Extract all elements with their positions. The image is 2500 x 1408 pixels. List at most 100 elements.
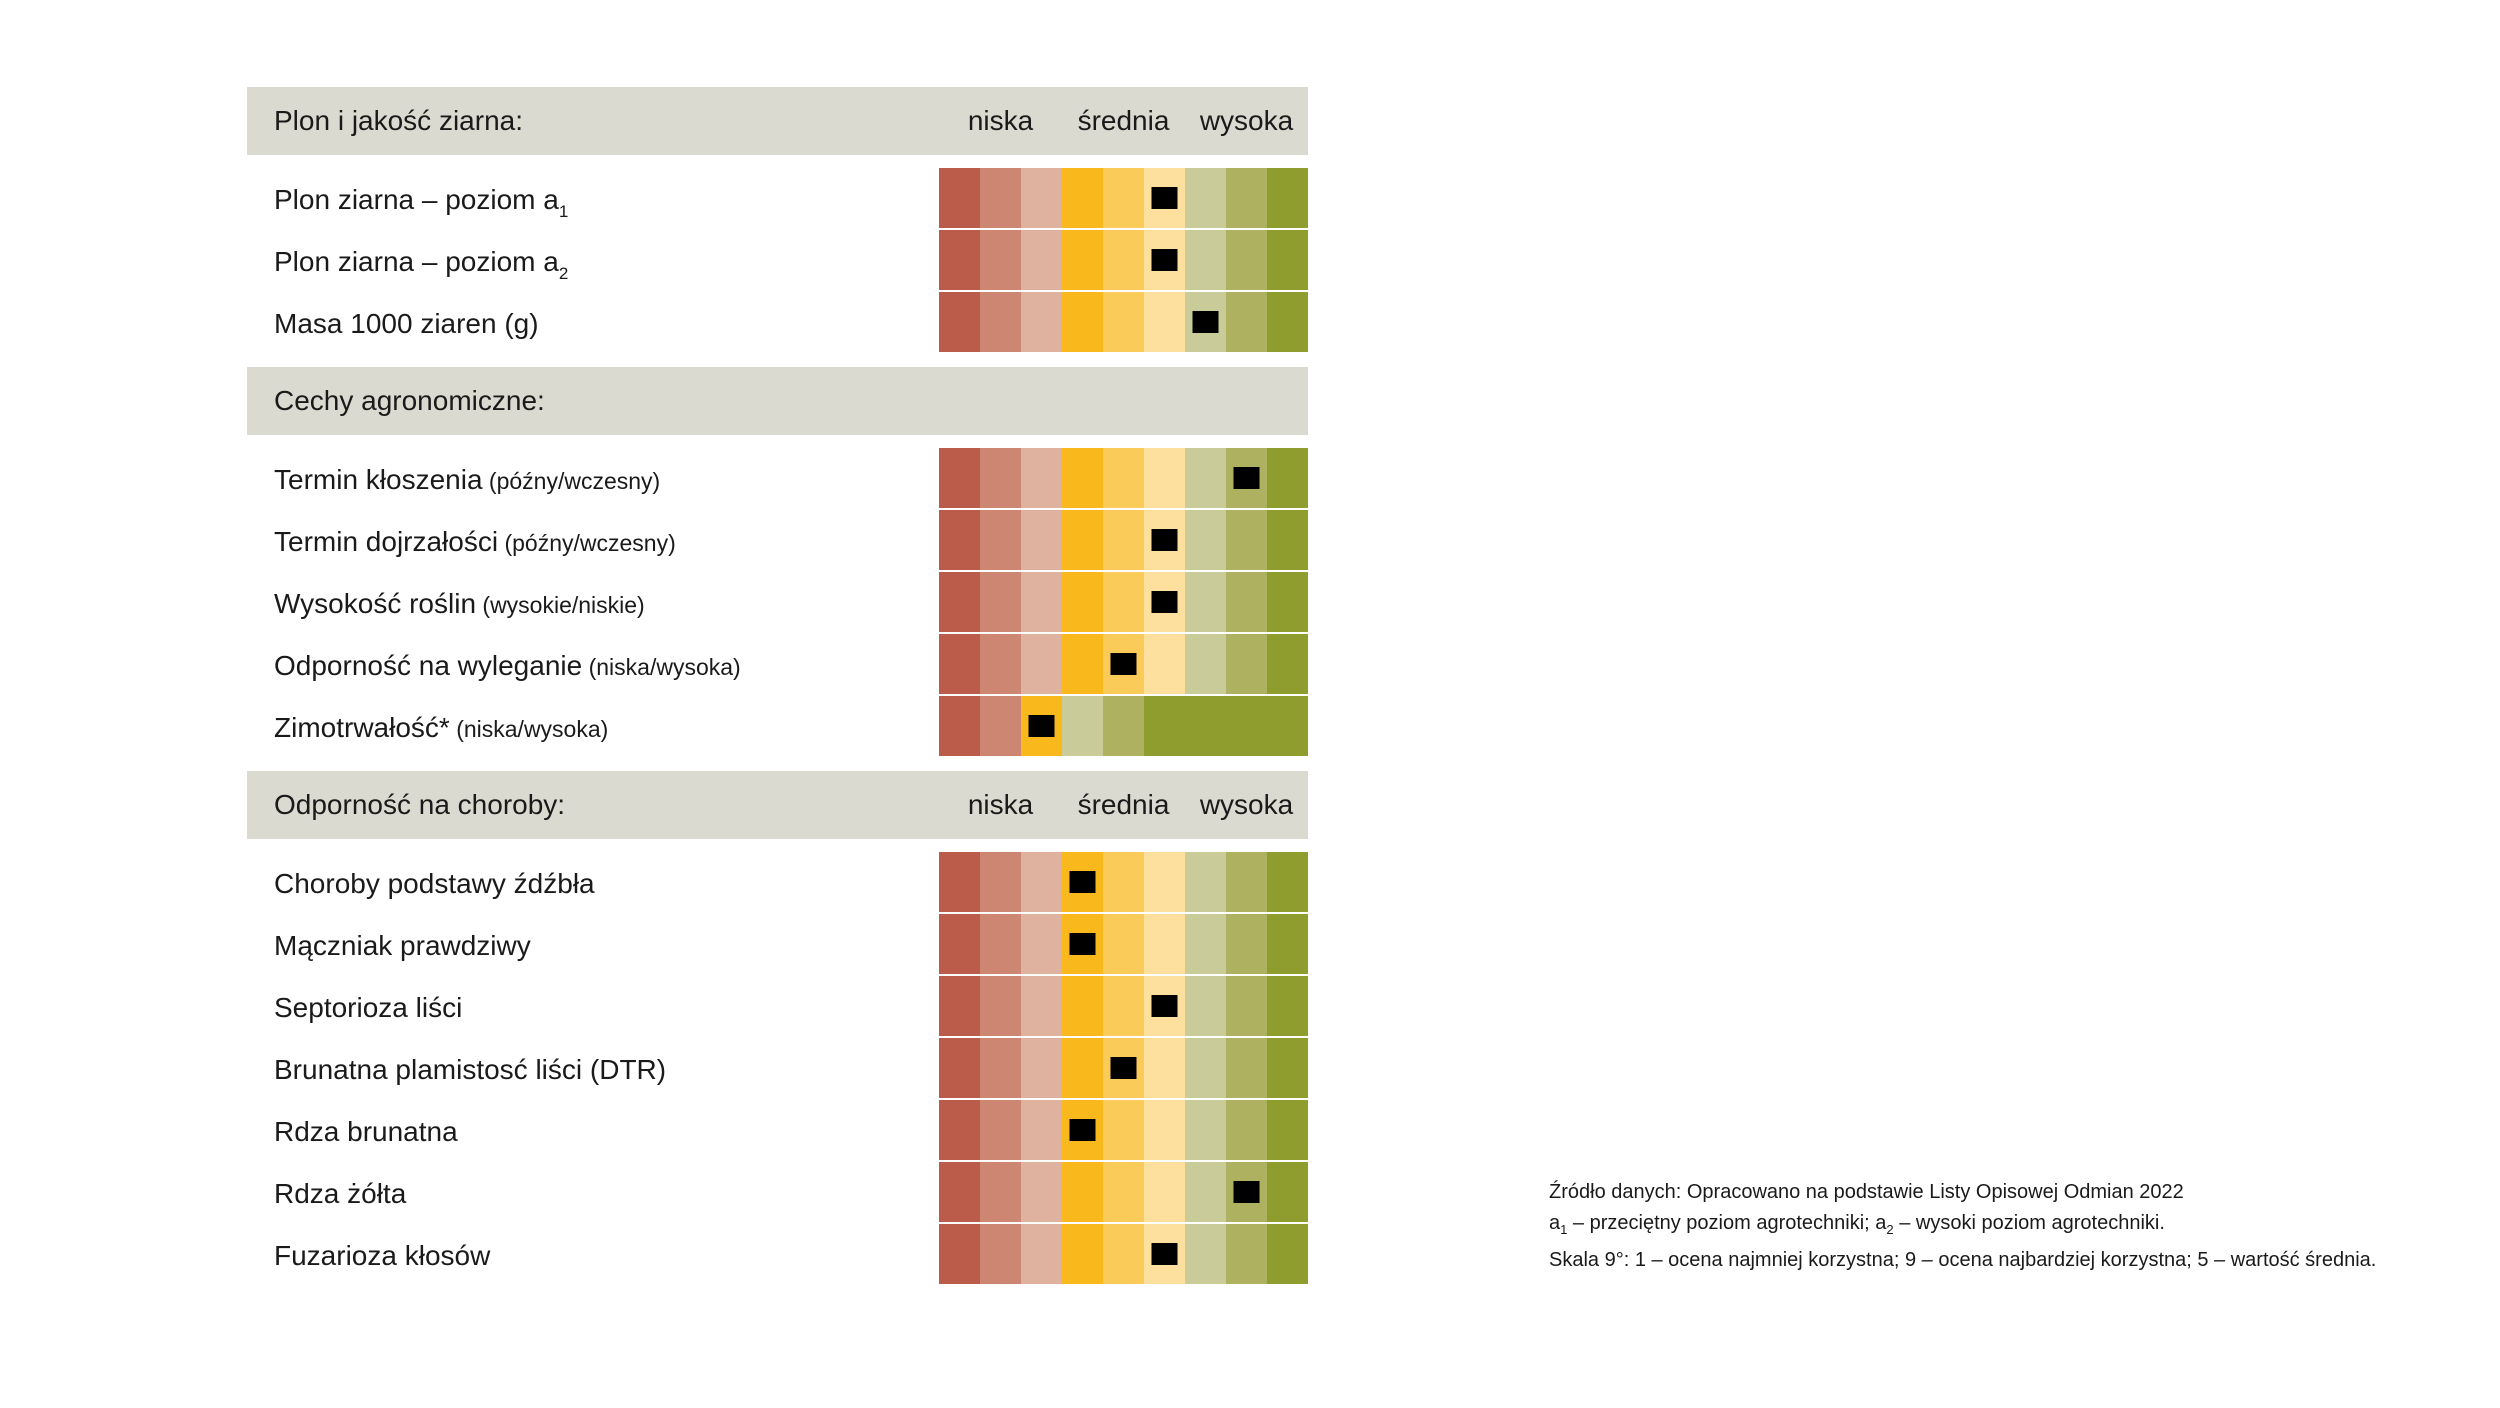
scale-cell bbox=[1144, 292, 1185, 352]
section-header-bg bbox=[247, 87, 1308, 155]
scale-label-mid: średnia bbox=[1078, 105, 1170, 136]
scale-label-high: wysoka bbox=[1199, 105, 1294, 136]
scale-cell bbox=[980, 852, 1021, 912]
row-label: Brunatna plamistosć liści (DTR) bbox=[274, 1054, 666, 1085]
scale-cell bbox=[1103, 1100, 1144, 1160]
value-marker bbox=[1151, 249, 1178, 271]
scale-cell bbox=[939, 1100, 980, 1160]
scale-cell bbox=[1226, 852, 1267, 912]
scale-cell bbox=[1062, 448, 1103, 508]
row-label: Plon ziarna – poziom a1 bbox=[274, 184, 568, 221]
scale-cell bbox=[1062, 168, 1103, 228]
footnote-agrotechnics: a1 – przeciętny poziom agrotechniki; a2 … bbox=[1549, 1212, 2165, 1237]
scale-cell bbox=[1144, 1038, 1185, 1098]
scale-cell bbox=[1062, 1038, 1103, 1098]
scale-cell bbox=[1226, 634, 1267, 694]
scale-cell bbox=[1267, 696, 1308, 756]
scale-cell bbox=[939, 914, 980, 974]
scale-cell bbox=[1021, 1038, 1062, 1098]
scale-cell bbox=[1185, 1100, 1226, 1160]
scale-cell bbox=[1267, 976, 1308, 1036]
scale-cell bbox=[1103, 696, 1144, 756]
row-label: Masa 1000 ziaren (g) bbox=[274, 308, 539, 339]
scale-cell bbox=[1144, 696, 1185, 756]
scale-cell bbox=[939, 696, 980, 756]
scale-cell bbox=[1103, 448, 1144, 508]
scale-cell bbox=[1021, 572, 1062, 632]
scale-cell bbox=[939, 1162, 980, 1222]
scale-cell bbox=[1185, 1224, 1226, 1284]
scale-cell bbox=[939, 1224, 980, 1284]
scale-cell bbox=[1103, 852, 1144, 912]
scale-cell bbox=[1267, 914, 1308, 974]
scale-cell bbox=[1185, 572, 1226, 632]
footnote-source: Źródło danych: Opracowano na podstawie L… bbox=[1549, 1181, 2184, 1203]
scale-cell bbox=[1021, 168, 1062, 228]
scale-cell bbox=[939, 230, 980, 290]
row-label: Zimotrwałość* (niska/wysoka) bbox=[274, 712, 608, 743]
scale-cell bbox=[980, 448, 1021, 508]
value-marker bbox=[1110, 653, 1137, 675]
row-label: Septorioza liści bbox=[274, 992, 462, 1023]
scale-cell bbox=[1185, 510, 1226, 570]
scale-cell bbox=[1021, 976, 1062, 1036]
scale-cell bbox=[1021, 634, 1062, 694]
scale-cell bbox=[1185, 1038, 1226, 1098]
value-marker bbox=[1233, 467, 1260, 489]
scale-cell bbox=[1226, 976, 1267, 1036]
scale-cell bbox=[1267, 572, 1308, 632]
section-header: Cechy agronomiczne: bbox=[274, 385, 545, 416]
scale-cell bbox=[980, 914, 1021, 974]
scale-cell bbox=[1267, 1100, 1308, 1160]
scale-cell bbox=[1103, 168, 1144, 228]
scale-cell bbox=[1267, 852, 1308, 912]
scale-cell bbox=[980, 696, 1021, 756]
footnote: Źródło danych: Opracowano na podstawie L… bbox=[1549, 1177, 2469, 1276]
value-marker bbox=[1028, 715, 1055, 737]
scale-cell bbox=[1021, 1100, 1062, 1160]
scale-label-low: niska bbox=[968, 105, 1034, 136]
scale-cell bbox=[939, 1038, 980, 1098]
scale-cell bbox=[1226, 696, 1267, 756]
scale-cell bbox=[1103, 572, 1144, 632]
scale-cell bbox=[1185, 634, 1226, 694]
section-header: Plon i jakość ziarna: bbox=[274, 105, 523, 136]
scale-cell bbox=[980, 634, 1021, 694]
scale-cell bbox=[939, 572, 980, 632]
scale-cell bbox=[1226, 168, 1267, 228]
row-label: Termin kłoszenia (późny/wczesny) bbox=[274, 464, 660, 495]
scale-cell bbox=[980, 1100, 1021, 1160]
row-label: Fuzarioza kłosów bbox=[274, 1240, 491, 1271]
scale-cell bbox=[1267, 168, 1308, 228]
scale-label-high: wysoka bbox=[1199, 789, 1294, 820]
value-marker bbox=[1151, 187, 1178, 209]
scale-cell bbox=[1226, 572, 1267, 632]
scale-cell bbox=[939, 852, 980, 912]
scale-cell bbox=[1021, 852, 1062, 912]
scale-cell bbox=[1185, 168, 1226, 228]
row-label: Termin dojrzałości (późny/wczesny) bbox=[274, 526, 676, 557]
scale-cell bbox=[1144, 634, 1185, 694]
scale-cell bbox=[1021, 1162, 1062, 1222]
row-label: Plon ziarna – poziom a2 bbox=[274, 246, 568, 283]
scale-cell bbox=[1062, 976, 1103, 1036]
scale-cell bbox=[1144, 448, 1185, 508]
scale-cell bbox=[1267, 292, 1308, 352]
scale-cell bbox=[980, 230, 1021, 290]
value-marker bbox=[1069, 1119, 1096, 1141]
scale-cell bbox=[1185, 230, 1226, 290]
scale-cell bbox=[1103, 230, 1144, 290]
scale-cell bbox=[1062, 1162, 1103, 1222]
scale-cell bbox=[1103, 292, 1144, 352]
scale-cell bbox=[1144, 1162, 1185, 1222]
row-label: Rdza brunatna bbox=[274, 1116, 458, 1147]
scale-cell bbox=[939, 976, 980, 1036]
scale-cell bbox=[1226, 292, 1267, 352]
value-marker bbox=[1151, 1243, 1178, 1265]
row-label: Odporność na wyleganie (niska/wysoka) bbox=[274, 650, 741, 681]
scale-cell bbox=[1226, 510, 1267, 570]
scale-cell bbox=[939, 448, 980, 508]
scale-cell bbox=[980, 292, 1021, 352]
scale-cell bbox=[1103, 1162, 1144, 1222]
